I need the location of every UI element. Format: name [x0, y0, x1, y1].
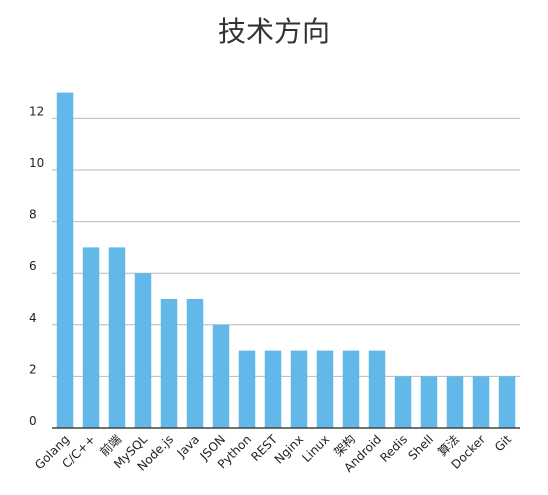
- bar: [368, 350, 386, 428]
- x-tick-label: Redis: [377, 432, 410, 465]
- y-tick-label: 10: [29, 156, 44, 170]
- bar: [238, 350, 256, 428]
- x-tick-label: Java: [174, 432, 203, 461]
- y-tick-label: 0: [29, 414, 37, 428]
- bar: [82, 247, 100, 428]
- x-tick-label: Git: [492, 432, 514, 454]
- bar: [56, 92, 74, 428]
- bar: [108, 247, 126, 428]
- bar: [212, 324, 230, 428]
- y-tick-label: 4: [29, 311, 37, 325]
- bar: [342, 350, 360, 428]
- y-tick-label: 12: [29, 104, 44, 118]
- bar: [446, 376, 464, 428]
- y-tick-label: 6: [29, 259, 37, 273]
- bar: [186, 299, 204, 428]
- bar: [394, 376, 412, 428]
- bar: [264, 350, 282, 428]
- bar: [472, 376, 490, 428]
- chart-title: 技术方向: [217, 15, 330, 48]
- bar: [290, 350, 308, 428]
- bar: [160, 299, 178, 428]
- y-tick-label: 8: [29, 208, 37, 222]
- bar: [316, 350, 334, 428]
- y-tick-label: 2: [29, 362, 37, 376]
- bar: [134, 273, 152, 428]
- bar: [420, 376, 438, 428]
- x-tick-label: Shell: [406, 432, 437, 463]
- bar: [498, 376, 516, 428]
- x-tick-label: Nginx: [272, 432, 306, 466]
- x-tick-label: Linux: [299, 432, 332, 465]
